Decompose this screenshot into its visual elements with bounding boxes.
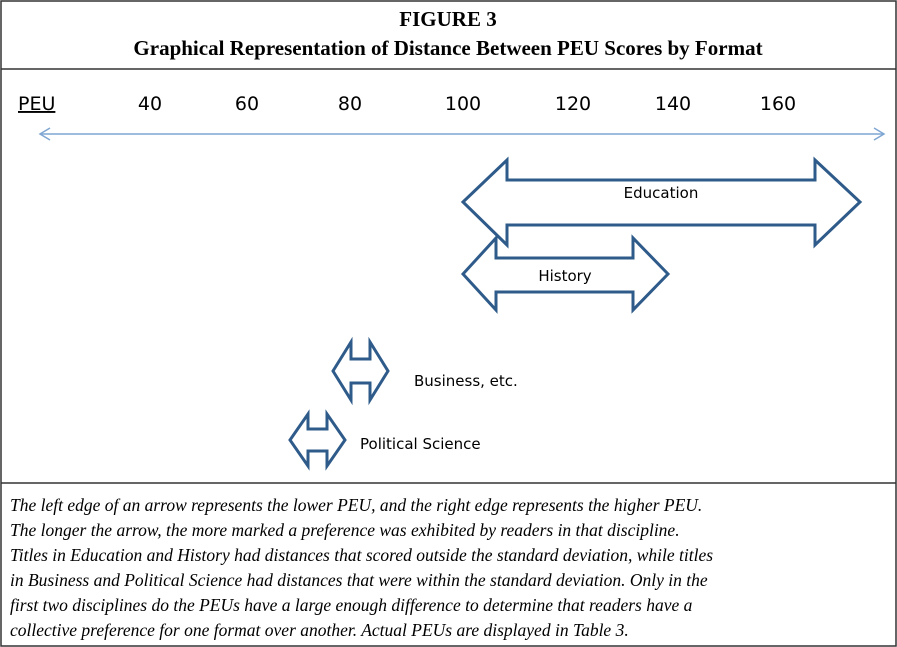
tick-label: 120 xyxy=(555,93,591,115)
history-arrow xyxy=(460,234,671,314)
arrow-label: History xyxy=(538,267,591,285)
caption: The left edge of an arrow represents the… xyxy=(10,495,713,640)
tick-label: 140 xyxy=(655,93,691,115)
tick-label: 160 xyxy=(760,93,796,115)
caption-line: The longer the arrow, the more marked a … xyxy=(10,520,680,540)
subtitle: Graphical Representation of Distance Bet… xyxy=(133,36,762,60)
caption-line: first two disciplines do the PEUs have a… xyxy=(10,595,693,615)
tick-label: 40 xyxy=(138,93,162,115)
caption-line: Titles in Education and History had dist… xyxy=(10,545,713,565)
tick-label: 80 xyxy=(338,93,362,115)
arrow-label: Political Science xyxy=(360,435,481,453)
tick-label: 60 xyxy=(235,93,259,115)
caption-line: The left edge of an arrow represents the… xyxy=(10,495,702,515)
tick-labels: 40 60 80 100 120 140 160 xyxy=(138,93,796,115)
axis-label: PEU xyxy=(18,93,55,115)
scale-arrow xyxy=(38,127,886,141)
polisci-arrow xyxy=(288,409,347,471)
business-arrow xyxy=(331,336,390,406)
tick-label: 100 xyxy=(445,93,481,115)
education-arrow xyxy=(460,156,863,249)
title: FIGURE 3 xyxy=(399,7,496,31)
caption-line: in Business and Political Science had di… xyxy=(10,570,708,590)
arrow-label: Business, etc. xyxy=(414,372,518,390)
arrow-label: Education xyxy=(624,184,699,202)
caption-line: collective preference for one format ove… xyxy=(10,620,629,640)
